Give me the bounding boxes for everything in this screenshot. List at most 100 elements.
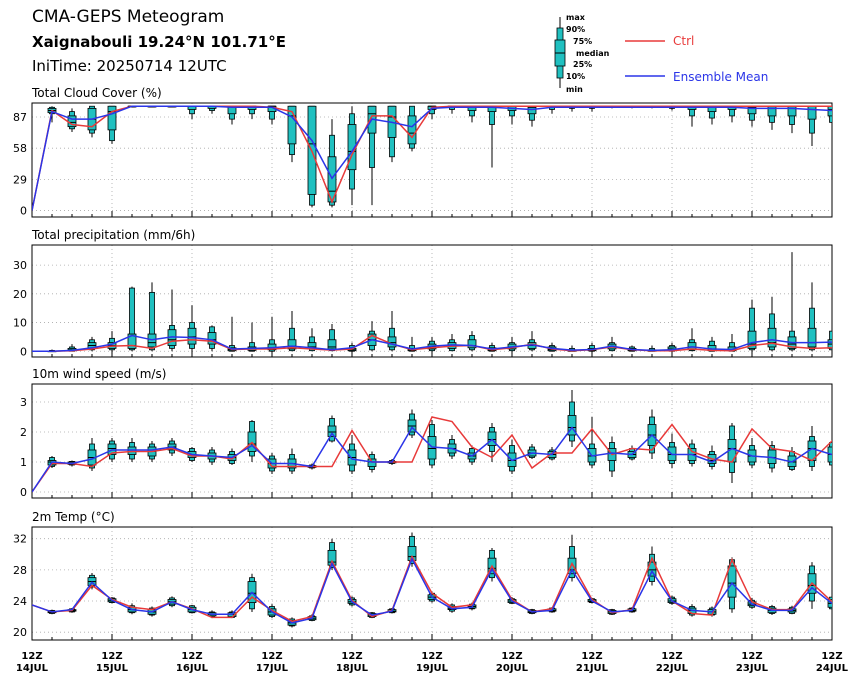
x-tick-date: 22JUL — [656, 663, 689, 674]
box-whisker — [827, 105, 832, 127]
box-whisker — [127, 286, 137, 352]
x-tick-hour: 12Z — [661, 651, 682, 662]
y-tick-label: 1 — [20, 456, 27, 469]
box-whisker — [587, 417, 597, 468]
panel-title: Total precipitation (mm/6h) — [31, 228, 195, 242]
box-25-75 — [107, 105, 117, 131]
box-25-75 — [327, 339, 337, 350]
box-whisker — [647, 546, 657, 586]
y-tick-label: 20 — [13, 626, 27, 639]
box-whisker — [787, 252, 797, 352]
x-tick-hour: 12Z — [421, 651, 442, 662]
box-whisker — [767, 105, 777, 130]
panel-4 — [31, 526, 833, 641]
box-whisker — [327, 415, 337, 443]
box-whisker — [147, 282, 157, 352]
box-whisker — [707, 105, 717, 125]
box-25-75 — [567, 557, 577, 575]
box-whisker — [467, 331, 477, 352]
box-whisker — [527, 444, 537, 459]
x-tick-hour: 12Z — [821, 651, 842, 662]
y-tick-label: 10 — [13, 317, 27, 330]
location-label: Xaignabouli 19.24°N 101.71°E — [32, 33, 286, 51]
box-whisker — [287, 311, 297, 352]
box-whisker — [447, 435, 457, 459]
panel-2 — [31, 244, 833, 358]
box-whisker — [267, 105, 277, 125]
box-whisker — [387, 105, 397, 163]
box-whisker — [247, 322, 257, 352]
box-25-75 — [747, 330, 757, 349]
x-tick-hour: 12Z — [181, 651, 202, 662]
y-tick-label: 20 — [13, 288, 27, 301]
ensemble-mean-line — [32, 426, 832, 493]
box-25-75 — [327, 425, 337, 437]
y-tick-label: 29 — [13, 173, 27, 186]
box-whisker — [827, 255, 832, 352]
ensemble-mean-line — [32, 557, 832, 624]
y-tick-label: 0 — [20, 486, 27, 499]
panel-3 — [31, 383, 833, 499]
x-tick-date: 16JUL — [176, 663, 209, 674]
x-tick-hour: 12Z — [501, 651, 522, 662]
x-tick-date: 23JUL — [736, 663, 769, 674]
chart-title: CMA-GEPS Meteogram — [32, 7, 225, 27]
box-whisker — [87, 336, 97, 352]
legend-box-label: 25% — [573, 60, 592, 69]
box-whisker — [247, 420, 257, 462]
box-whisker — [807, 282, 817, 352]
box-whisker — [507, 336, 517, 352]
box-whisker — [467, 105, 477, 123]
box-whisker — [187, 105, 197, 120]
box-whisker — [87, 105, 97, 138]
box-25-75 — [727, 565, 737, 598]
box-whisker — [727, 105, 737, 123]
box-25-75 — [467, 339, 477, 349]
box-25-75 — [567, 415, 577, 436]
legend-box-label: 90% — [566, 25, 585, 34]
box-whisker — [447, 334, 457, 352]
box-whisker — [747, 105, 757, 127]
box-whisker — [187, 305, 197, 352]
y-tick-label: 28 — [13, 564, 27, 577]
panel-title: Total Cloud Cover (%) — [31, 86, 162, 100]
x-tick-date: 17JUL — [256, 663, 289, 674]
x-tick-hour: 12Z — [21, 651, 42, 662]
box-whisker — [827, 594, 832, 611]
box-whisker — [607, 336, 617, 352]
legend-box-label: max — [566, 13, 586, 22]
box-whisker — [487, 105, 497, 168]
x-tick-date: 24JUL — [816, 663, 849, 674]
box-25-75 — [287, 105, 297, 145]
box-whisker — [247, 105, 257, 120]
legend-box-label: 10% — [566, 72, 585, 81]
legend-box-label: min — [566, 85, 583, 94]
panel-1 — [31, 102, 833, 218]
box-whisker — [207, 105, 217, 114]
box-10-90 — [149, 291, 155, 351]
legend-box-label: median — [576, 49, 610, 58]
box-25-75 — [287, 339, 297, 350]
box-whisker — [787, 105, 797, 134]
x-tick-date: 14JUL — [16, 663, 49, 674]
x-tick-hour: 12Z — [741, 651, 762, 662]
y-tick-label: 30 — [13, 259, 27, 272]
panel-title: 10m wind speed (m/s) — [32, 367, 166, 381]
box-whisker — [567, 390, 577, 447]
y-tick-label: 24 — [13, 595, 27, 608]
box-whisker — [287, 448, 297, 474]
box-25-75 — [187, 327, 197, 345]
y-tick-label: 0 — [20, 205, 27, 218]
box-whisker — [227, 316, 237, 352]
box-whisker — [267, 316, 277, 352]
box-whisker — [327, 323, 337, 352]
x-tick-date: 20JUL — [496, 663, 529, 674]
box-whisker — [527, 331, 537, 352]
y-tick-label: 87 — [13, 111, 27, 124]
legend-ctrl-label: Ctrl — [673, 34, 694, 48]
x-tick-date: 18JUL — [336, 663, 369, 674]
init-time-label: IniTime: 20250714 12UTC — [32, 57, 227, 75]
box-whisker — [287, 105, 297, 163]
box-25-75 — [807, 105, 817, 120]
